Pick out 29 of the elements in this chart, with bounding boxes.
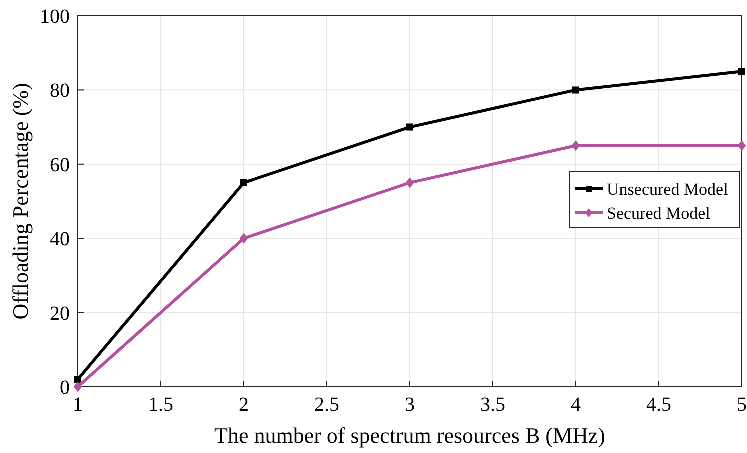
legend-label: Unsecured Model <box>607 180 729 199</box>
point <box>572 86 580 94</box>
x-tick-label: 5 <box>737 394 747 416</box>
point <box>74 376 82 384</box>
x-axis-title: The number of spectrum resources B (MHz) <box>214 423 606 448</box>
x-tick-label: 1 <box>73 394 83 416</box>
x-tick-label: 3 <box>405 394 415 416</box>
x-tick-label: 3.5 <box>480 394 506 416</box>
y-tick-label: 100 <box>40 6 70 28</box>
point <box>738 68 746 76</box>
y-tick-label: 60 <box>50 154 70 176</box>
y-axis-title: Offloading Percentage (%) <box>8 83 33 320</box>
x-tick-label: 1.5 <box>148 394 174 416</box>
y-tick-label: 40 <box>50 228 70 251</box>
x-tick-label: 2.5 <box>314 394 340 416</box>
y-tick-label: 20 <box>50 302 70 325</box>
x-tick-label: 2 <box>239 394 249 416</box>
x-tick-label: 4.5 <box>646 394 672 416</box>
y-tick-label: 0 <box>60 377 70 399</box>
point <box>406 178 414 188</box>
y-tick-label: 80 <box>50 80 70 102</box>
legend-label: Secured Model <box>607 204 711 223</box>
point <box>738 140 746 151</box>
point <box>240 234 248 244</box>
point <box>240 179 248 186</box>
point <box>572 140 580 151</box>
point <box>406 124 414 131</box>
point <box>74 382 82 392</box>
x-tick-label: 4 <box>571 394 581 416</box>
